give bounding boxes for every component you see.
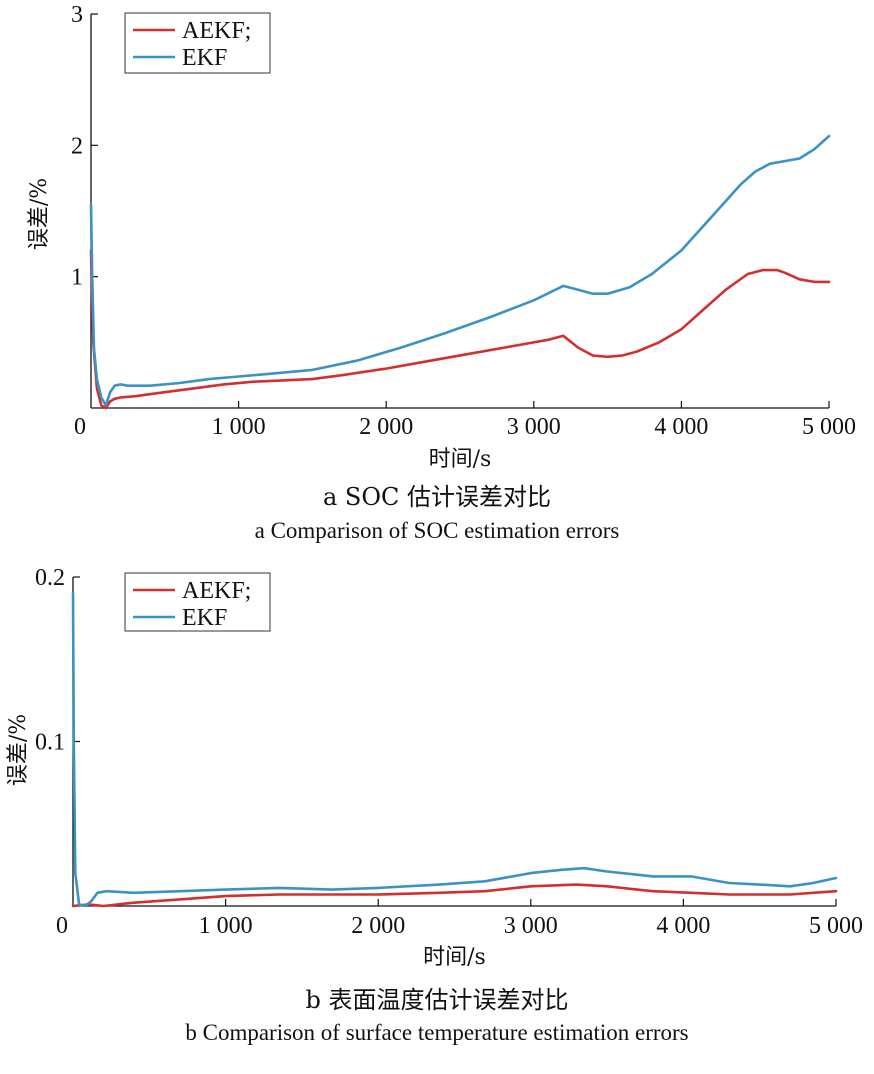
chart-a: 0 1 000 2 000 3 000 4 000 5 000 1 2 3 时间/s 误差/% AEK… [27,2,856,472]
caption-b-cn: b 表面温度估计误差对比 [305,986,569,1014]
chart-panel-a: 0 1 000 2 000 3 000 4 000 5 000 1 2 3 时间/s 误差/% AEK… [27,2,856,543]
legend-label: EKF [182,605,227,631]
y-axis-label: 误差/% [6,714,31,786]
y-axis-label: 误差/% [27,178,52,250]
series-line-ekf [89,134,831,407]
series-line-ekf [71,592,838,908]
x-tick-label: 5 000 [802,414,856,440]
legend-box [124,572,271,632]
x-tick-label: 3 000 [507,414,561,440]
y-tick-label: 3 [71,2,83,28]
caption-b-en: b Comparison of surface temperature esti… [185,1020,689,1045]
legend-label: EKF [182,45,227,71]
caption-a-cn: a SOC 估计误差对比 [322,483,552,511]
legend-box [124,12,271,74]
chart-b: 0 1 000 2 000 3 000 4 000 5 000 0.1 0.2 时间/s 误差/%… [6,565,863,970]
series-line-aekf [89,249,831,410]
x-axis-label: 时间/s [423,945,486,970]
y-tick-label: 1 [71,265,83,291]
x-axis-label: 时间/s [429,447,492,472]
x-tick-label: 4 000 [654,414,708,440]
x-tick-label: 0 [56,913,68,939]
x-tick-label: 5 000 [809,913,863,939]
legend: AEKF;EKF [124,12,271,74]
x-tick-label: 0 [74,414,86,440]
y-tick-label: 0.2 [35,565,65,591]
x-tick-label: 3 000 [504,913,558,939]
y-tick-label: 0.1 [35,730,65,756]
caption-a-en: a Comparison of SOC estimation errors [254,518,620,543]
x-tick-label: 2 000 [359,414,413,440]
x-tick-label: 4 000 [656,913,710,939]
x-tick-label: 1 000 [199,913,253,939]
y-tick-label: 2 [71,133,83,159]
legend-label: AEKF; [182,578,251,604]
legend-label: AEKF; [182,18,251,44]
chart-panel-b: 0 1 000 2 000 3 000 4 000 5 000 0.1 0.2 时间/s 误差/%… [0,560,874,1065]
legend: AEKF;EKF [124,572,271,632]
x-tick-label: 2 000 [351,913,405,939]
x-tick-label: 1 000 [212,414,266,440]
series-line-aekf [71,883,838,908]
